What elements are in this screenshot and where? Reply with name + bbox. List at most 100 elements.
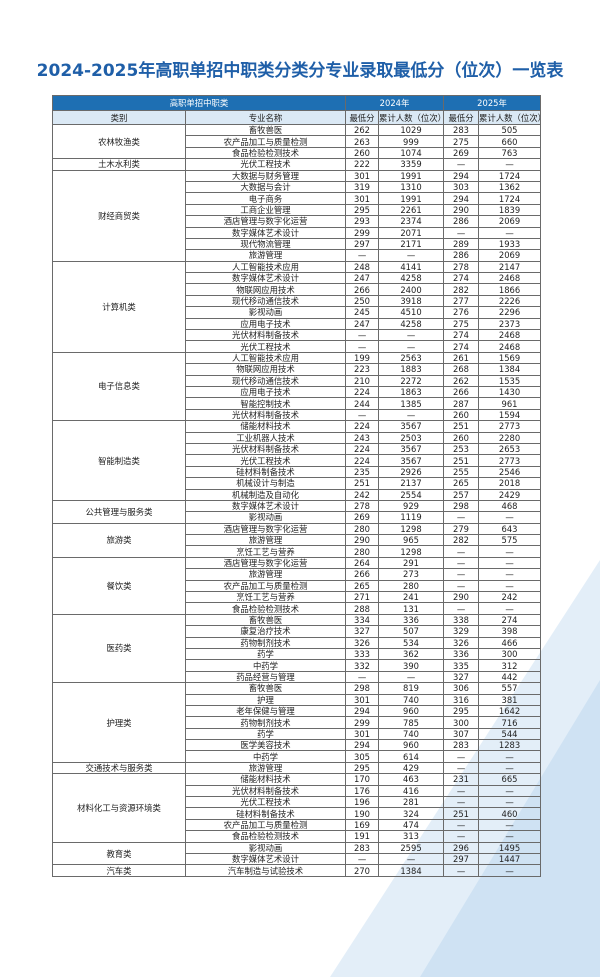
value-cell: 291 [377,556,445,570]
value-cell: 260 [443,408,480,422]
major-cell: 光伏工程技术 [185,454,346,467]
value-cell: 301 [345,727,379,741]
value-cell: 235 [345,465,379,479]
value-cell: — [478,511,542,524]
category-cell: 护理类 [52,682,186,763]
value-cell: 244 [345,397,379,410]
major-cell: 现代移动通信技术 [185,374,346,388]
header-cell: 2025年 [443,95,542,111]
value-cell: 1594 [478,408,542,422]
major-cell: 酒店管理与数字化运营 [185,556,346,570]
value-cell: 265 [345,579,379,593]
value-cell: 1991 [377,192,445,205]
value-cell: 960 [377,704,445,718]
value-cell: — [443,830,480,843]
major-cell: 光伏工程技术 [185,158,346,171]
table-row: 旅游类 酒店管理与数字化运营 280 1298 279 643 [52,522,542,558]
value-cell: 298 [443,499,480,513]
value-cell: — [377,249,445,262]
value-cell: 276 [443,306,480,319]
table-row: 影视动画 269 1119— — [53,511,542,524]
value-cell: 326 [443,636,480,649]
value-cell: 466 [478,636,542,649]
value-cell: 2261 [377,203,445,217]
value-cell: 999 [377,135,445,148]
value-cell: 265 [443,477,480,490]
value-cell: 319 [345,180,379,194]
value-cell: 278 [443,260,480,274]
table-row: 计算机类 人工智能技术应用 248 4141 278 2147 [52,260,542,353]
value-cell: 275 [443,317,480,331]
value-cell: 2773 [478,454,542,467]
value-cell: 2280 [478,431,542,444]
value-cell: — [345,340,379,353]
value-cell: 534 [377,636,445,649]
value-cell: 336 [377,613,445,627]
major-cell: 农产品加工与质量检测 [185,135,346,148]
value-cell: — [443,579,480,593]
header-row: 高职单招中职类 2024年 2025年 [52,95,542,111]
value-cell: 271 [345,590,379,604]
major-cell: 药学 [185,647,346,661]
value-cell: 282 [443,534,480,547]
value-cell: 275 [443,135,480,148]
table-row: 药学 333 362 336 300 [53,647,542,661]
value-cell: 274 [443,329,480,342]
value-cell: 2137 [377,477,445,490]
value-cell: 4510 [377,306,445,319]
category-cell: 餐饮类 [52,556,186,615]
major-cell: 畜牧兽医 [185,613,346,627]
table-row: 硅材料制备技术 190 324 251 460 [53,807,542,820]
major-cell: 药物制剂技术 [185,716,346,729]
table-row: 护理类 畜牧兽医 298 819 306 557 [52,682,542,763]
value-cell: 1991 [377,169,445,182]
value-cell: 544 [478,727,542,741]
major-cell: 老年保健与管理 [185,704,346,718]
major-cell: 畜牧兽医 [185,123,346,137]
value-cell: 2595 [377,841,445,855]
value-cell: 287 [443,397,480,410]
table-row: 食品检验检测技术 191 313— — [53,830,542,843]
table-row: 现代移动通信技术 250 3918 277 2226 [53,294,542,308]
major-cell: 药品经营与管理 [185,670,346,684]
value-cell: 2429 [478,488,542,501]
value-cell: 2069 [478,249,542,262]
value-cell: 270 [345,864,379,877]
value-cell: 299 [345,716,379,729]
value-cell: — [377,329,445,342]
value-cell: — [345,670,379,684]
major-cell: 机械设计与制造 [185,477,346,490]
major-cell: 药学 [185,727,346,741]
value-cell: 1724 [478,169,542,182]
value-cell: 312 [478,659,542,672]
major-cell: 烹饪工艺与营养 [185,545,346,558]
value-cell: 2171 [377,237,445,251]
table-row: 烹饪工艺与营养 271 241 290 242 [53,590,542,604]
table-row: 旅游管理 290 965 282 575 [53,534,542,547]
value-cell: 222 [345,158,379,171]
value-cell: 260 [345,146,379,160]
value-cell: 398 [478,625,542,638]
category-cell: 农林牧渔类 [52,123,186,160]
value-cell: 338 [443,613,480,627]
value-cell: 332 [345,659,379,672]
value-cell: 241 [377,590,445,604]
table-row: 机械设计与制造 251 2137 265 2018 [53,477,542,490]
value-cell: 289 [443,237,480,251]
table-row: 药品经营与管理 — —327 442 [53,670,542,684]
value-cell: — [443,158,480,171]
value-cell: 335 [443,659,480,672]
value-cell: 280 [345,522,379,536]
table-row: 数字媒体艺术设计 299 2071— — [53,226,542,239]
value-cell: — [478,864,542,877]
major-cell: 储能材料技术 [185,773,346,786]
value-cell: — [443,864,480,877]
value-cell: 429 [377,761,445,775]
value-cell: 2468 [478,272,542,285]
value-cell: 1495 [478,841,542,855]
header-cell: 最低分 [443,110,480,125]
value-cell: 290 [443,590,480,604]
value-cell: 283 [443,739,480,752]
value-cell: — [478,761,542,775]
